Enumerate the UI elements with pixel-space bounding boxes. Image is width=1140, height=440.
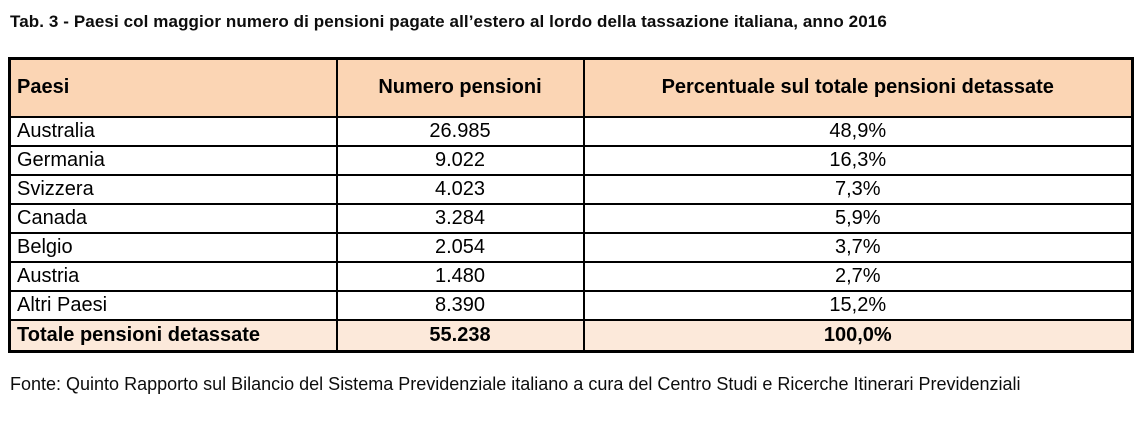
cell-numero: 55.238 — [335, 318, 585, 353]
cell-paese: Germania — [8, 144, 338, 176]
cell-numero: 1.480 — [335, 260, 585, 292]
cell-paese: Australia — [8, 115, 338, 147]
cell-paese: Canada — [8, 202, 338, 234]
cell-paese: Svizzera — [8, 173, 338, 205]
table-row: Canada 3.284 5,9% — [8, 202, 1134, 234]
cell-paese: Altri Paesi — [8, 289, 338, 321]
cell-percentuale: 15,2% — [582, 289, 1134, 321]
cell-percentuale: 5,9% — [582, 202, 1134, 234]
table-row: Svizzera 4.023 7,3% — [8, 173, 1134, 205]
col-header-percentuale: Percentuale sul totale pensioni detassat… — [582, 57, 1134, 118]
source-note: Fonte: Quinto Rapporto sul Bilancio del … — [10, 374, 1021, 394]
cell-percentuale: 2,7% — [582, 260, 1134, 292]
table-row: Austria 1.480 2,7% — [8, 260, 1134, 292]
total-row: Totale pensioni detassate 55.238 100,0% — [8, 318, 1134, 353]
cell-percentuale: 48,9% — [582, 115, 1134, 147]
cell-percentuale: 7,3% — [582, 173, 1134, 205]
cell-percentuale: 3,7% — [582, 231, 1134, 263]
cell-paese: Totale pensioni detassate — [8, 318, 338, 353]
cell-numero: 4.023 — [335, 173, 585, 205]
cell-paese: Austria — [8, 260, 338, 292]
cell-percentuale: 100,0% — [582, 318, 1134, 353]
cell-paese: Belgio — [8, 231, 338, 263]
table-row: Germania 9.022 16,3% — [8, 144, 1134, 176]
cell-percentuale: 16,3% — [582, 144, 1134, 176]
table-caption: Tab. 3 - Paesi col maggior numero di pen… — [10, 12, 887, 31]
cell-numero: 8.390 — [335, 289, 585, 321]
pension-table: Paesi Numero pensioni Percentuale sul to… — [8, 57, 1134, 353]
table-row: Belgio 2.054 3,7% — [8, 231, 1134, 263]
table-body: Australia 26.985 48,9% Germania 9.022 16,3% Sv… — [8, 115, 1134, 353]
header-row: Paesi Numero pensioni Percentuale sul to… — [8, 57, 1134, 118]
col-header-numero-pensioni: Numero pensioni — [335, 57, 585, 118]
cell-numero: 26.985 — [335, 115, 585, 147]
col-header-paesi: Paesi — [8, 57, 338, 118]
table-row: Altri Paesi 8.390 15,2% — [8, 289, 1134, 321]
table-row: Australia 26.985 48,9% — [8, 115, 1134, 147]
cell-numero: 2.054 — [335, 231, 585, 263]
cell-numero: 9.022 — [335, 144, 585, 176]
cell-numero: 3.284 — [335, 202, 585, 234]
